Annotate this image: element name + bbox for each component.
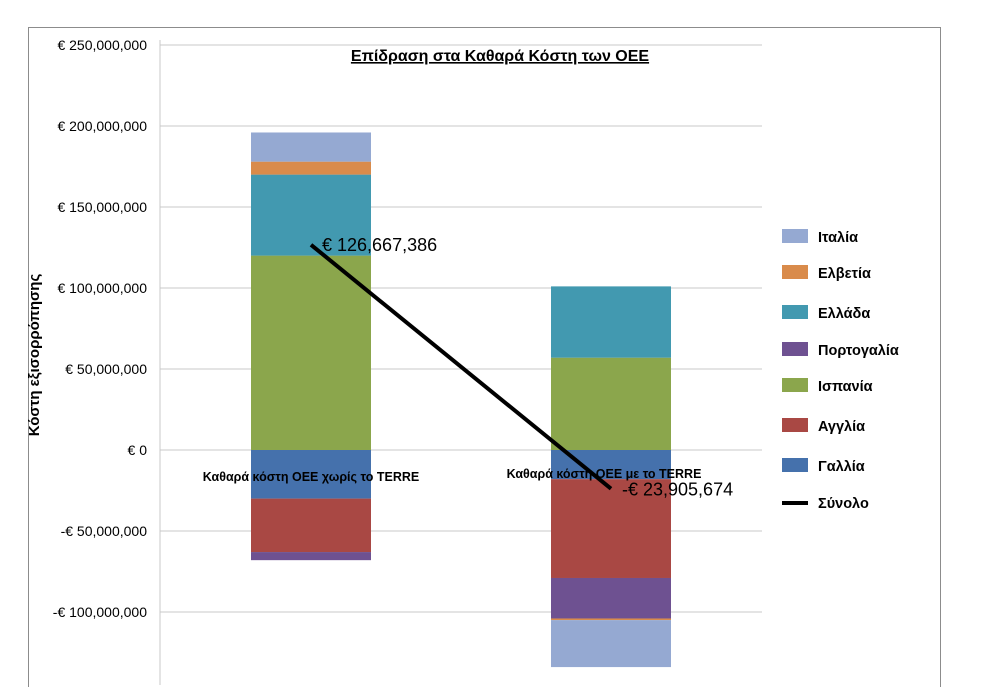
- y-tick-label: -€ 100,000,000: [53, 604, 147, 620]
- y-tick-label: € 150,000,000: [57, 199, 147, 215]
- total-data-label: -€ 23,905,674: [622, 480, 733, 500]
- bar-segment-4-category-1: [251, 552, 371, 561]
- y-tick-label: € 200,000,000: [57, 118, 147, 134]
- y-tick-label: € 250,000,000: [57, 37, 147, 53]
- legend-swatch: [782, 265, 808, 279]
- chart-frame: [28, 27, 941, 687]
- legend-label: Σύνολο: [818, 496, 869, 512]
- total-line-series: [309, 243, 613, 491]
- legend-swatch: [782, 378, 808, 392]
- bar-segment-2-category-2: [551, 618, 671, 621]
- legend-label: Πορτογαλία: [818, 343, 899, 359]
- legend-label: Ελλάδα: [818, 306, 870, 322]
- legend-swatch: [782, 229, 808, 243]
- bar-segment-2-category-1: [251, 161, 371, 175]
- y-tick-label: € 50,000,000: [65, 361, 147, 377]
- x-category-label: Καθαρά κόστη ΟΕΕ χωρίς το TERRE: [203, 470, 419, 484]
- legend-swatch: [782, 418, 808, 432]
- y-axis-ticks: € 250,000,000 € 200,000,000 € 150,000,000 €…: [53, 37, 147, 620]
- legend: Ιταλία Ελβετία Ελλάδα Πορτογαλία Ισπανία Αγγλ…: [782, 229, 899, 512]
- legend-label: Ελβετία: [818, 266, 871, 282]
- bars: [251, 132, 671, 668]
- y-axis-label: Κόστη εξισορρόπησης: [26, 274, 43, 437]
- total-data-label: € 126,667,386: [322, 235, 437, 255]
- legend-swatch: [782, 342, 808, 356]
- bar-segment-3-category-2: [551, 286, 671, 358]
- bar-segment-4-category-2: [551, 577, 671, 619]
- legend-label: Ισπανία: [818, 379, 873, 395]
- bar-segment-6-category-1: [251, 498, 371, 553]
- bar-segment-1-category-1: [251, 132, 371, 162]
- bar-segment-7-category-1: [251, 450, 371, 499]
- chart-title: Επίδραση στα Καθαρά Κόστη των ΟΕΕ: [351, 48, 650, 65]
- legend-swatch: [782, 305, 808, 319]
- gridlines: [159, 40, 762, 685]
- y-tick-label: -€ 50,000,000: [61, 523, 148, 539]
- bar-segment-3-category-1: [251, 174, 371, 256]
- legend-swatch: [782, 458, 808, 472]
- category-labels: Καθαρά κόστη ΟΕΕ χωρίς το TERRE Καθαρά κό…: [203, 467, 702, 484]
- y-tick-label: € 100,000,000: [57, 280, 147, 296]
- bar-segment-5-category-1: [251, 255, 371, 450]
- legend-label: Γαλλία: [818, 459, 865, 475]
- total-line: € 126,667,386 -€ 23,905,674: [309, 235, 733, 500]
- x-category-label: Καθαρά κόστη ΟΕΕ με το TERRE: [507, 467, 702, 481]
- bar-segment-5-category-2: [551, 357, 671, 450]
- legend-label: Ιταλία: [818, 230, 858, 246]
- y-tick-label: € 0: [128, 442, 148, 458]
- bar-segment-6-category-2: [551, 479, 671, 578]
- legend-label: Αγγλία: [818, 419, 865, 435]
- bar-segment-1-category-2: [551, 620, 671, 668]
